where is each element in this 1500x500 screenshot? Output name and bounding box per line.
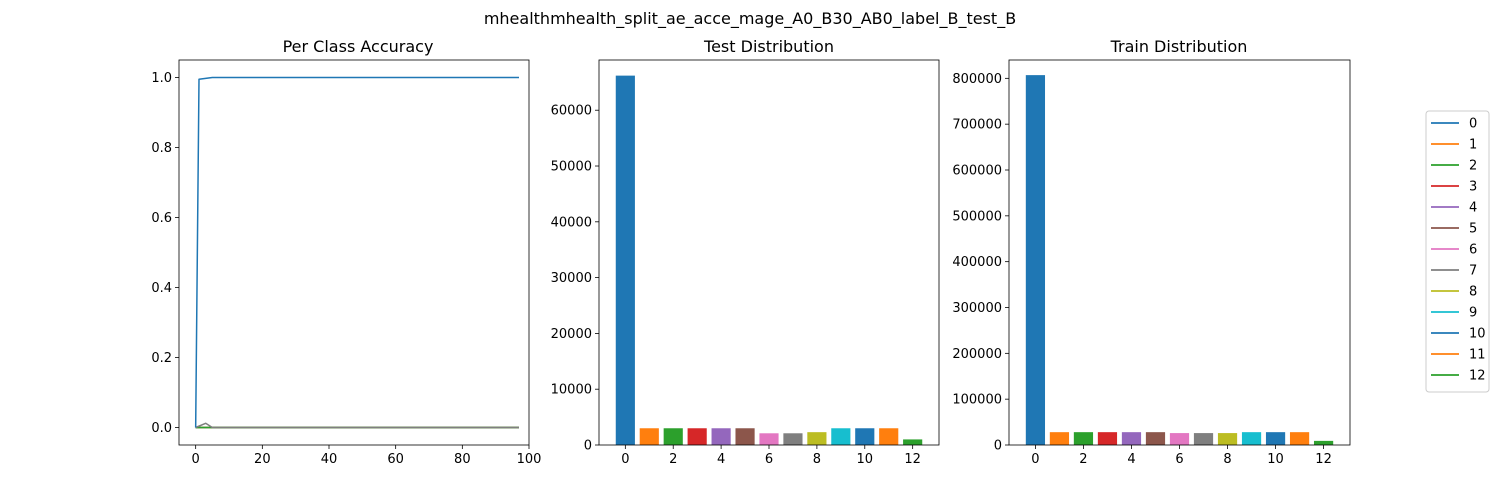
- legend-label-2: 2: [1469, 159, 1477, 174]
- test-dist-x-tick-label: 6: [765, 452, 773, 467]
- train-dist-y-tick-label: 600000: [952, 164, 1002, 179]
- figure-suptitle: mhealthmhealth_split_ae_acce_mage_A0_B30…: [484, 9, 1016, 29]
- legend-label-7: 7: [1469, 264, 1477, 279]
- accuracy-y-tick-label: 1.0: [151, 71, 172, 86]
- train-dist-bar-5: [1145, 432, 1166, 445]
- test-dist-y-tick-label: 50000: [551, 160, 592, 175]
- accuracy-y-tick-label: 0.8: [151, 141, 172, 156]
- test-dist-bar-11: [879, 428, 899, 445]
- test-dist-bar-1: [639, 428, 659, 445]
- legend-label-12: 12: [1469, 369, 1486, 384]
- accuracy-x-tick-label: 40: [321, 452, 338, 467]
- test-dist-y-tick-label: 40000: [551, 215, 592, 230]
- train-dist-bar-0: [1025, 75, 1046, 445]
- legend-label-11: 11: [1469, 348, 1486, 363]
- accuracy-x-tick-label: 100: [517, 452, 542, 467]
- train-distribution-title: Train Distribution: [1110, 37, 1248, 56]
- test-dist-y-tick-label: 60000: [551, 104, 592, 119]
- accuracy-axes-frame: [178, 59, 530, 446]
- test-dist-x-tick-label: 0: [621, 452, 629, 467]
- train-dist-x-tick-label: 6: [1175, 452, 1183, 467]
- train-dist-bar-4: [1121, 432, 1142, 445]
- train-distribution-panel: Train Distribution 0 2 4 6 8 10 12 0 100000 20000…: [952, 37, 1351, 467]
- test-dist-y-tick-label: 30000: [551, 271, 592, 286]
- per-class-accuracy-title: Per Class Accuracy: [283, 37, 434, 56]
- accuracy-y-tick-label: 0.0: [151, 421, 172, 436]
- test-dist-x-tick-label: 2: [669, 452, 677, 467]
- accuracy-x-tick-label: 20: [254, 452, 271, 467]
- train-dist-bar-11: [1289, 432, 1310, 445]
- train-dist-bar-6: [1169, 433, 1190, 445]
- test-dist-y-tick-label: 10000: [551, 383, 592, 398]
- legend-label-8: 8: [1469, 285, 1477, 300]
- accuracy-y-tick-label: 0.2: [151, 351, 172, 366]
- test-distribution-panel: Test Distribution 0 2 4 6 8 10 12 0 10000 20000 30…: [551, 37, 940, 467]
- train-dist-x-tick-label: 4: [1127, 452, 1135, 467]
- train-dist-y-tick-label: 400000: [952, 255, 1002, 270]
- train-dist-y-tick-label: 500000: [952, 209, 1002, 224]
- test-dist-bar-0: [615, 75, 635, 445]
- train-dist-x-tick-label: 2: [1079, 452, 1087, 467]
- train-dist-bar-10: [1265, 432, 1286, 445]
- train-dist-y-tick-label: 0: [994, 439, 1002, 454]
- legend-label-6: 6: [1469, 243, 1477, 258]
- train-dist-x-tick-label: 8: [1223, 452, 1231, 467]
- test-dist-bar-10: [855, 428, 875, 445]
- test-dist-x-tick-label: 4: [717, 452, 725, 467]
- train-dist-bar-9: [1241, 432, 1262, 445]
- accuracy-y-tick-label: 0.4: [151, 281, 172, 296]
- legend-label-10: 10: [1469, 327, 1486, 342]
- test-dist-y-tick-label: 20000: [551, 327, 592, 342]
- legend-label-9: 9: [1469, 306, 1477, 321]
- test-dist-bar-6: [759, 433, 779, 445]
- train-dist-x-tick-label: 0: [1031, 452, 1039, 467]
- test-dist-bar-8: [807, 432, 827, 445]
- train-dist-y-tick-label: 800000: [952, 72, 1002, 87]
- test-dist-x-tick-label: 8: [813, 452, 821, 467]
- train-dist-bar-1: [1049, 432, 1070, 445]
- test-dist-y-tick-label: 0: [584, 439, 592, 454]
- accuracy-x-tick-label: 0: [192, 452, 200, 467]
- train-dist-x-tick-label: 12: [1315, 452, 1332, 467]
- test-dist-bar-12: [903, 439, 923, 445]
- test-dist-bar-7: [783, 433, 803, 445]
- legend-label-3: 3: [1469, 180, 1477, 195]
- legend-label-0: 0: [1469, 117, 1477, 132]
- test-dist-bar-9: [831, 428, 851, 445]
- train-dist-y-tick-label: 700000: [952, 118, 1002, 133]
- train-dist-axes-frame: [1008, 59, 1351, 446]
- per-class-accuracy-panel: Per Class Accuracy 0 20 40 60 80 100 0.0 0.2 0.4…: [151, 37, 541, 467]
- test-dist-axes-frame: [598, 59, 940, 446]
- accuracy-line-class-0: [194, 76, 519, 428]
- train-dist-bar-8: [1217, 433, 1238, 445]
- train-dist-bar-2: [1073, 432, 1094, 445]
- accuracy-x-tick-label: 80: [454, 452, 471, 467]
- train-dist-bar-12: [1313, 440, 1334, 445]
- legend-label-4: 4: [1469, 201, 1477, 216]
- train-dist-bar-7: [1193, 433, 1214, 445]
- test-dist-x-tick-label: 12: [904, 452, 921, 467]
- test-dist-bar-5: [735, 428, 755, 445]
- legend-frame: [1425, 110, 1490, 393]
- train-dist-y-tick-label: 100000: [952, 393, 1002, 408]
- train-dist-y-tick-label: 300000: [952, 301, 1002, 316]
- test-dist-bar-2: [663, 428, 683, 445]
- train-dist-x-tick-label: 10: [1267, 452, 1284, 467]
- test-distribution-title: Test Distribution: [703, 37, 834, 56]
- accuracy-line-class-7: [195, 422, 519, 429]
- legend-label-1: 1: [1469, 138, 1477, 153]
- train-dist-bar-3: [1097, 432, 1118, 445]
- legend-label-5: 5: [1469, 222, 1477, 237]
- accuracy-x-tick-label: 60: [387, 452, 404, 467]
- accuracy-y-tick-label: 0.6: [151, 211, 172, 226]
- test-dist-bar-3: [687, 428, 707, 445]
- test-dist-bar-4: [711, 428, 731, 445]
- train-dist-y-tick-label: 200000: [952, 347, 1002, 362]
- test-dist-x-tick-label: 10: [857, 452, 874, 467]
